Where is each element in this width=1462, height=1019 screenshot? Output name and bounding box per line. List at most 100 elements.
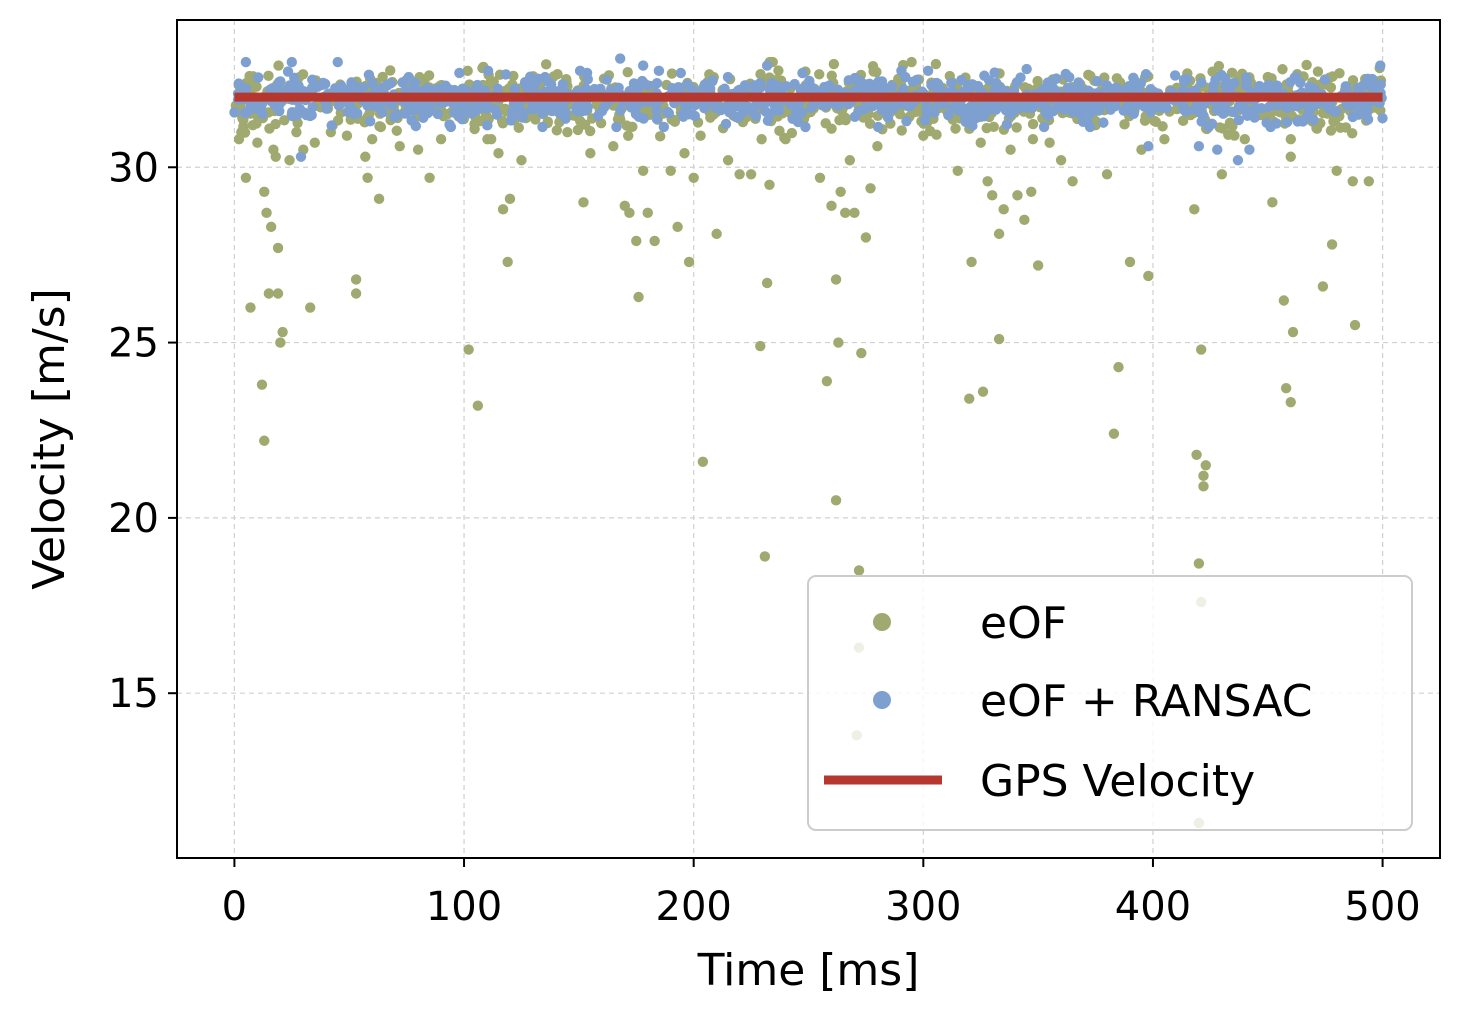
eof-ransac-point	[571, 105, 583, 117]
eof-point	[304, 302, 316, 313]
eof-ransac-point	[832, 84, 844, 95]
eof-ransac-point	[938, 99, 949, 110]
eof-point	[1026, 186, 1037, 198]
eof-point	[374, 121, 385, 132]
eof-ransac-point	[888, 103, 899, 115]
eof-point	[540, 59, 552, 70]
eof-ransac-point	[1319, 74, 1331, 85]
eof-ransac-point	[403, 71, 414, 83]
eof-ransac-point	[542, 100, 554, 112]
eof-ransac-point	[500, 69, 512, 80]
eof-ransac-point	[1375, 79, 1386, 90]
eof-point	[1177, 115, 1189, 127]
eof-ransac-point	[346, 103, 357, 115]
eof-point	[502, 256, 513, 268]
eof-ransac-point	[601, 74, 612, 85]
eof-ransac-point	[739, 101, 751, 112]
eof-point	[1011, 122, 1022, 133]
eof-point	[826, 200, 837, 212]
eof-ransac-point	[1241, 80, 1252, 92]
eof-point	[654, 131, 666, 142]
eof-point	[1012, 190, 1023, 201]
eof-point	[637, 165, 649, 176]
eof-ransac-point	[1241, 72, 1252, 83]
eof-point	[562, 127, 573, 138]
eof-point	[1347, 75, 1359, 86]
eof-point	[1285, 151, 1296, 162]
eof-ransac-point	[791, 106, 802, 117]
eof-ransac-point	[1347, 111, 1358, 123]
eof-ransac-point	[673, 81, 684, 93]
eof-point	[423, 70, 435, 81]
eof-ransac-point	[675, 67, 686, 79]
x-tick-label: 300	[885, 884, 961, 930]
eof-point	[385, 65, 396, 76]
legend-box	[807, 575, 1413, 831]
eof-ransac-point	[781, 81, 792, 92]
eof-ransac-point	[505, 115, 517, 126]
eof-point	[240, 172, 252, 183]
eof-ransac-point	[346, 77, 357, 88]
x-tick-label: 500	[1344, 884, 1420, 930]
eof-point	[697, 456, 709, 467]
eof-ransac-point	[872, 121, 884, 133]
eof-point	[279, 115, 290, 126]
eof-ransac-point	[1101, 80, 1112, 91]
eof-ransac-point	[273, 76, 285, 88]
eof-point	[1113, 361, 1124, 373]
eof-ransac-point	[1212, 144, 1223, 155]
eof-point	[761, 277, 773, 289]
eof-point	[856, 347, 867, 359]
eof-ransac-point	[989, 67, 1000, 78]
eof-ransac-point	[1208, 80, 1219, 91]
eof-ransac-point	[911, 74, 923, 85]
eof-ransac-point	[1098, 117, 1109, 128]
eof-point	[585, 148, 596, 159]
eof-point	[833, 337, 844, 348]
eof-point	[1143, 270, 1154, 282]
eof-point	[552, 69, 563, 80]
eof-ransac-point	[1261, 117, 1272, 128]
eof-ransac-point	[986, 101, 997, 113]
eof-point	[952, 165, 963, 176]
eof-ransac-point	[482, 120, 493, 131]
eof-point	[270, 151, 281, 162]
eof-ransac-point	[901, 115, 912, 127]
eof-ransac-point	[615, 105, 626, 116]
eof-ransac-point	[367, 78, 378, 89]
legend-label-eof: eOF	[980, 598, 1067, 649]
eof-ransac-point	[1233, 100, 1245, 112]
eof-ransac-point	[1249, 112, 1260, 123]
eof-point	[1224, 117, 1236, 128]
eof-ransac-point	[1304, 81, 1315, 92]
eof-point	[1019, 214, 1030, 226]
eof-point	[906, 56, 917, 68]
eof-point	[930, 58, 942, 70]
eof-point	[272, 242, 284, 254]
eof-point	[814, 172, 826, 183]
eof-ransac-point	[1143, 141, 1154, 152]
eof-ransac-point	[956, 74, 967, 86]
eof-point	[1207, 66, 1218, 77]
eof-ransac-point	[444, 119, 455, 130]
eof-ransac-point	[739, 80, 751, 91]
eof-point	[1285, 396, 1296, 408]
eof-ransac-point	[481, 103, 492, 114]
eof-point	[373, 193, 385, 205]
eof-ransac-point	[539, 71, 551, 83]
eof-point	[263, 288, 275, 299]
eof-point	[621, 120, 632, 131]
eof-point	[679, 148, 690, 159]
eof-ransac-point	[806, 102, 817, 114]
eof-point	[695, 130, 706, 141]
eof-ransac-point	[507, 106, 518, 117]
eof-point	[1229, 130, 1240, 141]
eof-ransac-point	[482, 65, 494, 77]
eof-point	[918, 130, 929, 141]
eof-point	[666, 68, 678, 79]
eof-point	[259, 186, 270, 198]
eof-point	[1317, 281, 1329, 292]
eof-point	[1200, 460, 1211, 471]
eof-ransac-point	[432, 108, 444, 120]
eof-point	[424, 172, 435, 183]
